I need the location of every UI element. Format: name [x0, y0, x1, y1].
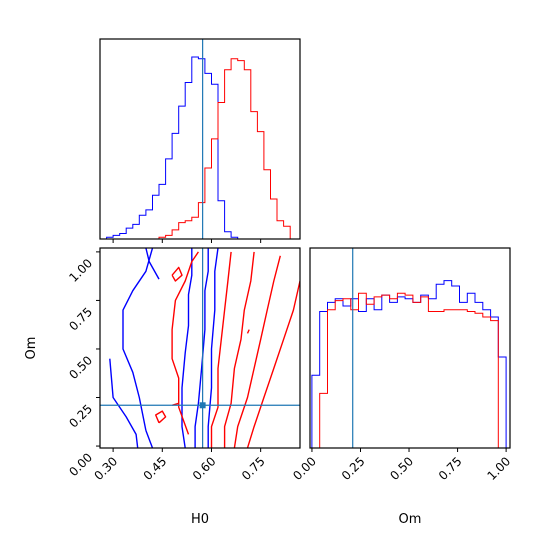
x-axis-label-Om: Om	[399, 512, 422, 527]
contour-red-13	[154, 410, 167, 424]
contour-blue-3	[145, 248, 160, 280]
contour-red-10	[233, 255, 281, 448]
tick-label-H0-3: 0.75	[239, 454, 268, 483]
panel-hist-Om	[309, 247, 511, 449]
contour-blue-2	[109, 358, 139, 448]
contour-red-15	[246, 329, 250, 334]
contour-red-11	[246, 280, 300, 448]
y-axis-label-Om: Om	[24, 337, 39, 360]
tick-label-Om-y-4: 1.00	[66, 256, 95, 285]
ticks-layer: 0.30 0.45 0.60 0.75 0.00 0.25 0.50 0.75 1.00 0.00…	[66, 239, 513, 483]
tick-label-Om-x-2: 0.50	[387, 454, 416, 483]
panel-hist-H0	[99, 38, 301, 240]
contour-blue-1	[145, 430, 154, 448]
frames-layer	[99, 38, 511, 449]
contour-group	[109, 248, 300, 448]
tick-label-Om-y-3: 0.75	[66, 305, 95, 334]
hist-H0-series-red	[100, 58, 297, 239]
contour-red-9	[223, 251, 255, 448]
contour-blue-6	[207, 248, 219, 448]
tick-label-Om-y-2: 0.50	[66, 353, 95, 382]
tick-label-H0-0: 0.30	[91, 454, 120, 483]
tick-label-Om-y-1: 0.25	[66, 402, 95, 431]
contour-blue-0	[122, 248, 154, 431]
hist-Om-group	[311, 280, 507, 448]
tick-label-Om-x-0: 0.00	[290, 454, 319, 483]
contour-red-12	[171, 266, 183, 282]
tick-label-Om-x-1: 0.25	[339, 454, 368, 483]
contour-red-8	[210, 251, 232, 448]
x-axis-label-H0: H0	[191, 512, 209, 527]
truth-marker	[199, 402, 206, 409]
contour-blue-5	[194, 248, 209, 448]
tick-label-Om-x-3: 0.75	[436, 454, 465, 483]
data-layer	[100, 39, 507, 448]
contour-blue-4	[181, 248, 193, 448]
hist-Om-series-red	[311, 292, 507, 448]
hist-Om-series-blue	[311, 280, 507, 448]
tick-label-H0-1: 0.45	[141, 454, 170, 483]
contour-red-7	[171, 251, 199, 435]
hist-H0-series-blue	[100, 56, 297, 239]
tick-label-Om-y-0: 0.00	[66, 450, 95, 479]
tick-label-Om-x-4: 1.00	[484, 454, 513, 483]
panel-contour	[99, 247, 301, 449]
tick-label-H0-2: 0.60	[190, 454, 219, 483]
hist-H0-group	[100, 56, 297, 239]
